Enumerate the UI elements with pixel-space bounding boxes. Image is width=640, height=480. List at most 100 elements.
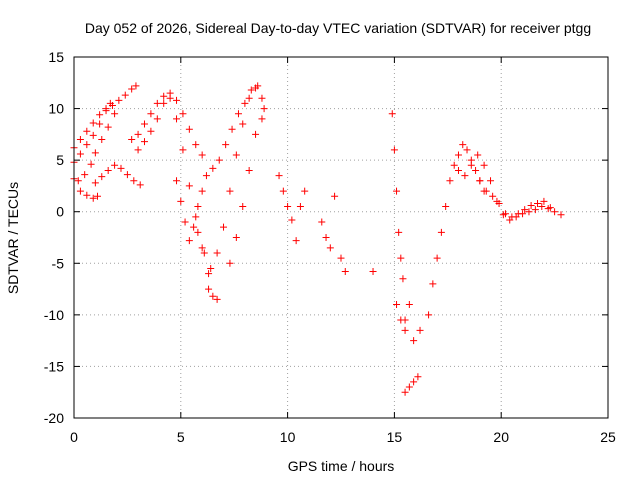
data-point bbox=[179, 110, 187, 118]
data-point bbox=[416, 326, 424, 334]
data-point bbox=[181, 218, 189, 226]
data-point bbox=[234, 110, 242, 118]
data-point bbox=[140, 120, 148, 128]
data-point bbox=[220, 223, 228, 231]
data-point bbox=[160, 92, 168, 100]
series-arc-l bbox=[226, 115, 266, 267]
data-point bbox=[173, 177, 181, 185]
data-point bbox=[546, 204, 554, 212]
data-point bbox=[540, 197, 548, 205]
data-point bbox=[111, 161, 119, 169]
data-point bbox=[153, 115, 161, 123]
data-point bbox=[198, 187, 206, 195]
data-point bbox=[87, 160, 95, 168]
plot-frame bbox=[73, 56, 609, 419]
data-point bbox=[405, 383, 413, 391]
data-point bbox=[401, 326, 409, 334]
data-point bbox=[121, 91, 129, 99]
data-point bbox=[179, 146, 187, 154]
data-point bbox=[245, 94, 253, 102]
data-point bbox=[76, 187, 84, 195]
data-point bbox=[209, 292, 217, 300]
data-point bbox=[393, 187, 401, 195]
data-point bbox=[111, 110, 119, 118]
data-point bbox=[459, 141, 467, 149]
data-point bbox=[130, 177, 138, 185]
series-arc-c bbox=[70, 110, 119, 185]
data-point bbox=[83, 141, 91, 149]
data-point bbox=[83, 127, 91, 135]
series-arc-r bbox=[425, 141, 488, 319]
data-point bbox=[414, 373, 422, 381]
data-point bbox=[487, 177, 495, 185]
series-arc-d bbox=[76, 187, 101, 202]
data-point bbox=[258, 94, 266, 102]
series-arc-s bbox=[454, 151, 565, 224]
series-arc-f bbox=[128, 89, 206, 159]
data-point bbox=[410, 378, 418, 386]
data-point bbox=[89, 119, 97, 127]
series-arc-n bbox=[318, 192, 377, 276]
data-point bbox=[192, 213, 200, 221]
data-point bbox=[461, 172, 469, 180]
data-point bbox=[115, 96, 123, 104]
data-point bbox=[136, 181, 144, 189]
data-point bbox=[104, 166, 112, 174]
data-point bbox=[446, 177, 454, 185]
data-point bbox=[301, 187, 309, 195]
data-point bbox=[495, 199, 503, 207]
data-point bbox=[534, 199, 542, 207]
data-point bbox=[104, 123, 112, 131]
data-point bbox=[279, 187, 287, 195]
y-tick-label: 0 bbox=[56, 204, 64, 220]
data-point bbox=[454, 151, 462, 159]
data-point bbox=[76, 136, 84, 144]
data-point bbox=[538, 203, 546, 211]
data-point bbox=[410, 337, 418, 345]
data-point bbox=[405, 301, 413, 309]
data-point bbox=[401, 388, 409, 396]
x-tick-label: 25 bbox=[600, 429, 616, 445]
series-arc-b bbox=[70, 99, 114, 166]
data-point bbox=[134, 146, 142, 154]
series-arc-q bbox=[401, 373, 422, 396]
data-point bbox=[76, 150, 84, 158]
data-point bbox=[527, 202, 535, 210]
data-point bbox=[425, 311, 433, 319]
data-point bbox=[393, 301, 401, 309]
y-tick-label: 10 bbox=[48, 101, 64, 117]
data-point bbox=[397, 254, 405, 262]
data-point bbox=[102, 107, 110, 115]
data-point bbox=[489, 192, 497, 200]
data-point bbox=[463, 146, 471, 154]
data-point bbox=[160, 99, 168, 107]
series-arc-p bbox=[393, 301, 424, 345]
data-point bbox=[194, 228, 202, 236]
data-point bbox=[213, 295, 221, 303]
data-point bbox=[433, 254, 441, 262]
data-point bbox=[207, 264, 215, 272]
data-point bbox=[472, 166, 480, 174]
data-point bbox=[147, 110, 155, 118]
data-point bbox=[442, 203, 450, 211]
data-point bbox=[480, 161, 488, 169]
data-point bbox=[192, 141, 200, 149]
y-tick-label: 15 bbox=[48, 49, 64, 65]
data-point bbox=[190, 223, 198, 231]
x-axis-label: GPS time / hours bbox=[288, 458, 395, 474]
data-point bbox=[202, 172, 210, 180]
data-point bbox=[284, 203, 292, 211]
data-point bbox=[222, 141, 230, 149]
data-point bbox=[166, 94, 174, 102]
data-point bbox=[140, 138, 148, 146]
y-tick-label: -5 bbox=[52, 255, 65, 271]
data-point bbox=[194, 203, 202, 211]
data-point bbox=[91, 149, 99, 157]
data-point bbox=[247, 86, 255, 94]
data-point bbox=[275, 172, 283, 180]
x-tick-label: 15 bbox=[387, 429, 403, 445]
data-point bbox=[185, 125, 193, 133]
data-point bbox=[134, 130, 142, 138]
data-point bbox=[239, 203, 247, 211]
data-point bbox=[128, 85, 136, 93]
